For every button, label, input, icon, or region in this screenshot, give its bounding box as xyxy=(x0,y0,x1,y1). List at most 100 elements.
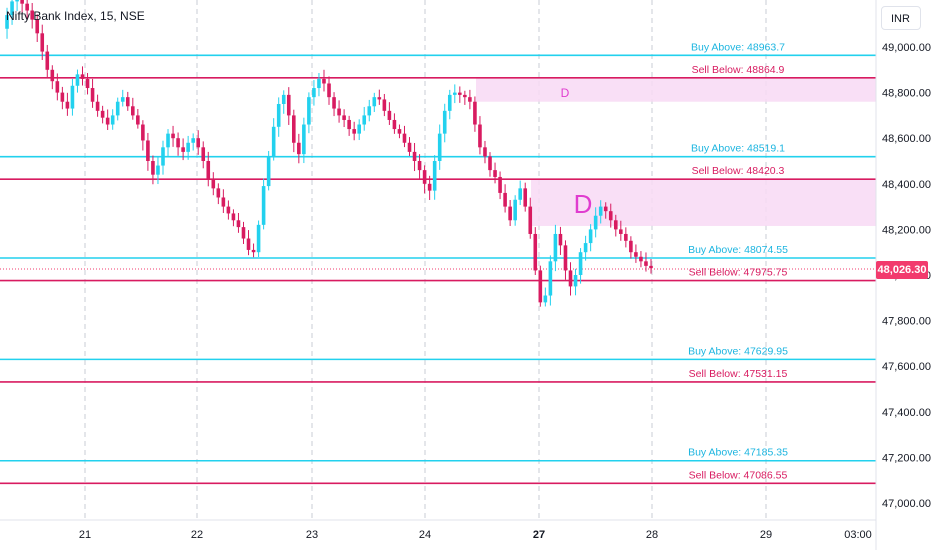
candle-body xyxy=(25,3,29,11)
candle-body xyxy=(362,115,367,125)
candle-body xyxy=(120,97,125,102)
candle-body xyxy=(493,170,497,177)
candle-body xyxy=(573,275,578,287)
candle-body xyxy=(598,206,603,216)
candle-body xyxy=(231,213,236,221)
candle-body xyxy=(523,188,528,207)
candle-body xyxy=(372,97,377,107)
candle-body xyxy=(422,170,427,184)
candle-body xyxy=(593,215,598,230)
candle-body xyxy=(608,211,613,221)
candle-body xyxy=(75,74,80,86)
candle-body xyxy=(191,138,195,143)
candle-body xyxy=(5,15,9,29)
sell-level-label: Sell Below: 48420.3 xyxy=(692,165,785,177)
candle-body xyxy=(211,179,216,189)
candle-body xyxy=(427,183,432,191)
candle-body xyxy=(578,252,583,275)
chart-grid xyxy=(84,0,767,520)
candle-body xyxy=(100,110,105,118)
candle-body xyxy=(65,101,70,109)
price-tick-label: 48,400.00 xyxy=(882,179,931,191)
candle-body xyxy=(548,261,553,296)
price-tick-label: 49,000.00 xyxy=(882,42,931,54)
candle-body xyxy=(407,142,412,152)
sell-level-label: Sell Below: 47975.75 xyxy=(689,267,788,279)
candle-body xyxy=(60,92,65,102)
candle-body xyxy=(392,119,397,130)
candle-body xyxy=(619,229,623,234)
candle-body xyxy=(40,33,45,52)
candle-body xyxy=(317,78,321,89)
price-tick-label: 47,000.00 xyxy=(882,498,931,510)
candle-body xyxy=(337,108,341,116)
candle-body xyxy=(251,249,256,253)
time-tick-label: 29 xyxy=(760,529,772,541)
candle-body xyxy=(271,126,276,157)
candle-body xyxy=(291,115,296,143)
candle-body xyxy=(624,233,628,241)
candle-body xyxy=(35,19,40,34)
candle-body xyxy=(432,161,437,191)
time-axis: 21 22 23 24 27 28 29 03:00 xyxy=(0,519,876,541)
candle-body xyxy=(146,140,150,161)
currency-button[interactable]: INR xyxy=(881,6,921,30)
candle-body xyxy=(176,138,180,148)
candle-body xyxy=(256,224,261,253)
candle-body xyxy=(568,270,573,287)
candle-body xyxy=(473,101,477,125)
price-tick-label: 48,800.00 xyxy=(882,88,931,100)
zone-labels: DD xyxy=(561,86,593,219)
candle-body xyxy=(367,106,372,116)
candle-body xyxy=(412,151,417,161)
candle-body xyxy=(141,124,145,141)
candle-body xyxy=(312,88,316,98)
candle-body xyxy=(156,165,160,175)
candle-body xyxy=(70,85,75,109)
candle-body xyxy=(95,101,100,111)
demand-zones xyxy=(476,77,876,226)
price-tick-label: 47,400.00 xyxy=(882,407,931,419)
candle-body xyxy=(85,78,90,89)
buy-level-label: Buy Above: 48519.1 xyxy=(691,143,785,155)
candle-body xyxy=(196,138,201,148)
sell-level-label: Sell Below: 48864.9 xyxy=(692,64,785,76)
buy-level-label: Buy Above: 47629.95 xyxy=(688,345,788,357)
candle-body xyxy=(281,94,286,104)
candle-body xyxy=(458,92,462,95)
candle-body xyxy=(442,110,447,134)
candle-body xyxy=(186,142,190,152)
candle-body xyxy=(55,81,60,93)
candle-body xyxy=(583,243,588,253)
candle-body xyxy=(558,233,563,246)
chart-title: Nifty Bank Index, 15, NSE xyxy=(6,9,145,23)
candle-body xyxy=(382,99,387,111)
time-tick-label: 03:00 xyxy=(844,529,872,541)
price-level-labels: Buy Above: 48963.7 Sell Below: 48864.9 Buy… xyxy=(688,41,788,481)
candle-body xyxy=(347,119,351,130)
candle-body xyxy=(377,97,382,100)
candle-body xyxy=(115,101,120,116)
candle-body xyxy=(634,252,638,257)
candle-body xyxy=(538,270,543,303)
demand-zone xyxy=(531,179,876,226)
candle-body xyxy=(352,129,356,134)
candle-body xyxy=(528,206,533,234)
candle-body xyxy=(151,161,155,175)
candle-body xyxy=(286,94,291,116)
candle-body xyxy=(20,0,24,4)
candle-body xyxy=(30,10,34,20)
candle-body xyxy=(463,94,467,98)
candle-body xyxy=(553,233,558,262)
candle-body xyxy=(543,295,548,303)
candle-body xyxy=(307,97,311,125)
candle-body xyxy=(488,156,492,171)
candle-body xyxy=(226,206,231,214)
sell-level-label: Sell Below: 47531.15 xyxy=(689,368,788,380)
candle-body xyxy=(236,220,241,228)
price-tick-label: 48,600.00 xyxy=(882,133,931,145)
candle-body xyxy=(246,238,251,250)
candle-body xyxy=(171,133,175,139)
candle-body xyxy=(417,161,422,171)
